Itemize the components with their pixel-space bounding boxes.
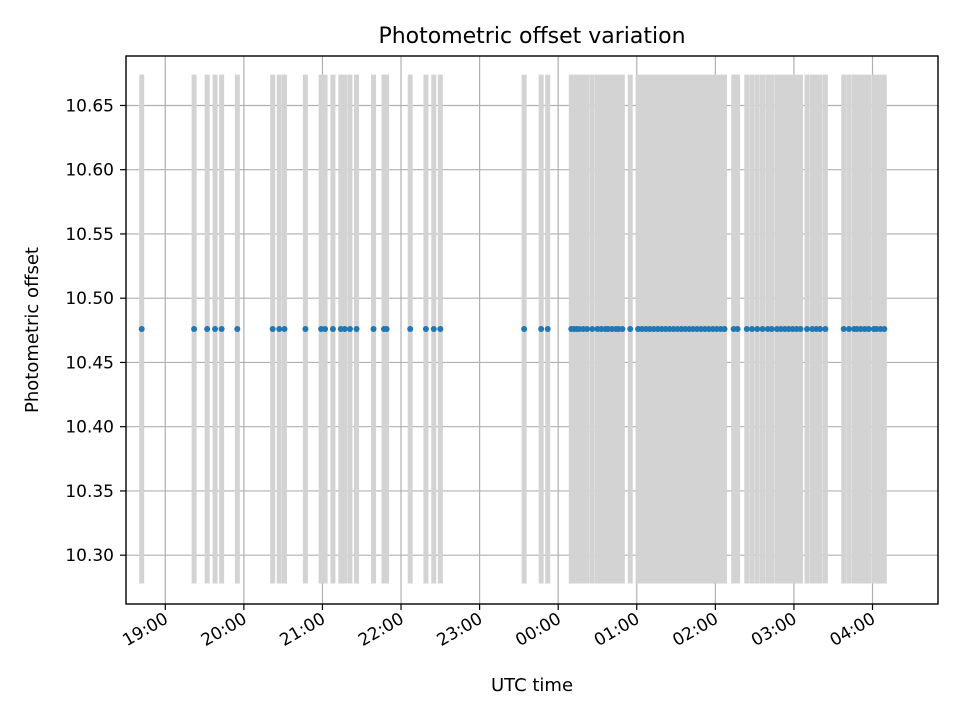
data-point <box>754 326 761 333</box>
data-point <box>341 326 348 333</box>
data-point <box>584 326 591 333</box>
data-point <box>865 326 872 333</box>
data-point <box>218 326 225 333</box>
plot-frame <box>125 55 939 605</box>
data-point <box>437 326 444 333</box>
data-point <box>768 326 775 333</box>
data-point <box>212 326 219 333</box>
data-point <box>281 326 288 333</box>
data-point <box>407 326 414 333</box>
data-point <box>353 326 360 333</box>
data-point <box>430 326 437 333</box>
y-tick-label: 10.50 <box>65 289 114 309</box>
data-point <box>881 326 888 333</box>
data-point <box>276 326 283 333</box>
data-point <box>759 326 766 333</box>
data-point <box>743 326 750 333</box>
data-point <box>544 326 551 333</box>
data-point <box>383 326 390 333</box>
data-point <box>191 326 198 333</box>
data-point <box>322 326 329 333</box>
data-point <box>627 326 634 333</box>
data-point <box>302 326 309 333</box>
data-point <box>346 326 353 333</box>
data-point <box>845 326 852 333</box>
data-point <box>749 326 756 333</box>
data-point <box>370 326 377 333</box>
data-point <box>721 326 728 333</box>
y-tick-label: 10.55 <box>65 225 114 245</box>
chart-title: Photometric offset variation <box>378 24 685 49</box>
y-tick-label: 10.35 <box>65 482 114 502</box>
data-point <box>329 326 336 333</box>
data-point <box>822 326 829 333</box>
data-points <box>138 326 888 333</box>
y-tick-label: 10.45 <box>65 353 114 373</box>
data-point <box>589 326 596 333</box>
y-tick-label: 10.40 <box>65 418 114 438</box>
data-point <box>422 326 429 333</box>
data-point <box>797 326 804 333</box>
y-tick-label: 10.30 <box>65 546 114 566</box>
data-point <box>204 326 211 333</box>
data-point <box>538 326 545 333</box>
data-point <box>269 326 276 333</box>
y-axis-label: Photometric offset <box>22 247 43 413</box>
data-point <box>138 326 145 333</box>
data-point <box>734 326 741 333</box>
data-point <box>521 326 528 333</box>
data-point <box>817 326 824 333</box>
y-tick-label: 10.65 <box>65 96 114 116</box>
y-tick-label: 10.60 <box>65 161 114 181</box>
data-point <box>804 326 811 333</box>
x-axis-label: UTC time <box>491 675 573 696</box>
data-point <box>619 326 626 333</box>
data-point <box>840 326 847 333</box>
data-point <box>234 326 241 333</box>
